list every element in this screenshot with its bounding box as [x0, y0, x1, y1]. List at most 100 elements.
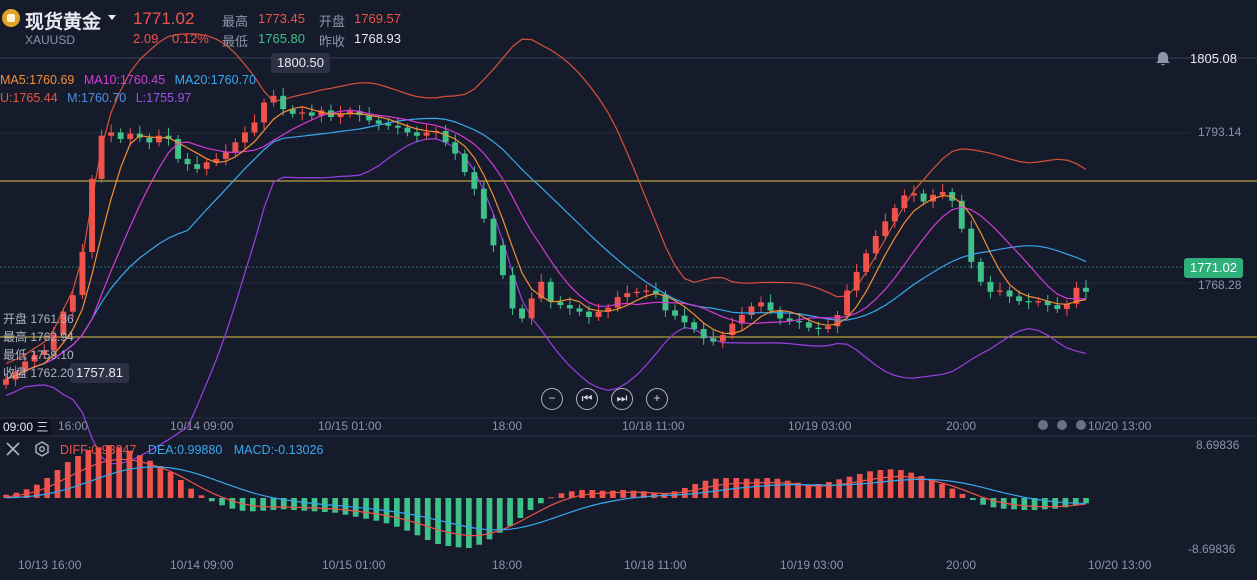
time-label-5: 10/19 03:00: [788, 419, 852, 433]
candle-body-66: [633, 291, 640, 294]
macd-bar-25: [260, 498, 266, 511]
candle-body-33: [318, 110, 325, 116]
bell-icon[interactable]: [1154, 50, 1172, 68]
macd-bar-51: [527, 498, 534, 510]
ma20-line: [5, 117, 1087, 381]
candle-body-24: [232, 142, 239, 153]
candle-body-40: [385, 123, 392, 126]
time-label-6: 20:00: [946, 419, 977, 433]
diff-legend: DIFF:0.93347: [60, 443, 137, 457]
candle-body-27: [261, 102, 267, 123]
boll-u-legend: U:1765.44: [0, 91, 58, 105]
candle-body-0: [3, 379, 9, 385]
macd-bar-70: [723, 478, 729, 498]
prev-close-value: 1768.93: [354, 31, 401, 46]
macd-bar-66: [682, 488, 688, 498]
macd-bar-28: [291, 498, 297, 510]
macd-bar-88: [908, 472, 914, 498]
candle-body-52: [500, 245, 506, 276]
settings-icon[interactable]: [34, 441, 50, 457]
zoom-in-button[interactable]: +: [646, 388, 668, 410]
candle-body-58: [557, 301, 564, 306]
candle-body-54: [519, 308, 525, 319]
dea-legend: DEA:0.99880: [147, 443, 223, 457]
candle-body-100: [958, 200, 965, 229]
macd-bar-77: [795, 482, 801, 498]
macd-bar-44: [455, 498, 462, 548]
candle-body-48: [461, 153, 468, 173]
low-value: 1765.80: [258, 31, 305, 46]
macd-bar-42: [435, 498, 441, 544]
candle-body-64: [614, 297, 621, 308]
time-label-0: 16:00: [58, 419, 89, 433]
min-price-marker: 1757.81: [70, 363, 129, 383]
macd-bar-53: [548, 497, 554, 499]
macd-bar-82: [846, 476, 853, 498]
macd-time-label-5: 10/19 03:00: [780, 558, 844, 572]
macd-bar-30: [311, 498, 318, 512]
page-dot-1[interactable]: [1038, 420, 1048, 430]
candle-body-41: [394, 125, 401, 128]
candle-body-83: [796, 321, 803, 323]
time-label-7: 10/20 13:00: [1088, 419, 1152, 433]
zoom-out-button[interactable]: −: [541, 388, 563, 410]
candle-body-5: [50, 335, 57, 351]
ma10-line: [5, 109, 1086, 381]
page-dot-3[interactable]: [1076, 420, 1086, 430]
dea-line: [5, 466, 1087, 531]
jump-start-button[interactable]: ⏮: [576, 388, 598, 410]
ohlc-open: 开盘 1761.36: [3, 312, 74, 326]
boll-legend: U:1765.44 M:1760.70 L:1755.97: [0, 91, 191, 105]
macd-bar-87: [898, 470, 904, 498]
macd-bar-50: [517, 498, 524, 518]
close-icon[interactable]: [5, 441, 21, 457]
candle-body-75: [719, 335, 726, 342]
macd-bar-27: [280, 498, 287, 510]
macd-bar-59: [610, 490, 616, 498]
page-dot-2[interactable]: [1057, 420, 1067, 430]
candle-body-82: [786, 318, 793, 322]
candle-body-16: [156, 135, 162, 143]
macd-bar-101: [1042, 498, 1048, 510]
macd-bar-61: [630, 490, 637, 498]
price-change: 2.09: [133, 31, 159, 46]
gold-coin-icon: [2, 9, 20, 27]
macd-bar-48: [496, 498, 503, 533]
candle-body-65: [624, 293, 631, 298]
candle-body-30: [289, 109, 296, 114]
candle-body-29: [280, 95, 287, 110]
candle-body-92: [882, 221, 889, 236]
chevron-down-icon[interactable]: [108, 15, 116, 20]
macd-bar-14: [147, 460, 153, 498]
prev-close-label: 昨收: [319, 34, 346, 49]
candle-body-73: [700, 329, 707, 339]
macd-bar-63: [651, 492, 657, 498]
macd-time-label-4: 10/18 11:00: [624, 558, 687, 572]
macd-bar-79: [815, 484, 822, 498]
macd-bar-90: [928, 480, 935, 498]
time-label-1: 10/14 09:00: [170, 419, 234, 433]
candle-body-53: [509, 275, 516, 309]
macd-bar-60: [620, 490, 626, 498]
candle-body-26: [251, 122, 258, 133]
candle-body-59: [566, 305, 573, 309]
macd-bar-85: [877, 470, 884, 498]
candle-body-35: [337, 113, 344, 118]
candle-body-109: [1044, 301, 1051, 306]
candle-body-4: [41, 350, 48, 355]
candle-body-10: [98, 135, 105, 179]
jump-end-button[interactable]: ⏭: [611, 388, 633, 410]
candle-body-49: [471, 172, 478, 189]
candle-body-84: [805, 322, 812, 328]
candle-body-111: [1063, 303, 1070, 309]
instrument-name[interactable]: 现货黄金: [25, 12, 102, 33]
candle-body-95: [911, 193, 917, 196]
macd-bar-98: [1011, 498, 1017, 510]
macd-bar-93: [959, 494, 966, 498]
candle-body-107: [1025, 301, 1032, 303]
candle-body-42: [404, 127, 411, 133]
macd-bar-83: [856, 474, 863, 498]
macd-bar-45: [466, 498, 472, 548]
macd-bar-26: [270, 498, 277, 510]
